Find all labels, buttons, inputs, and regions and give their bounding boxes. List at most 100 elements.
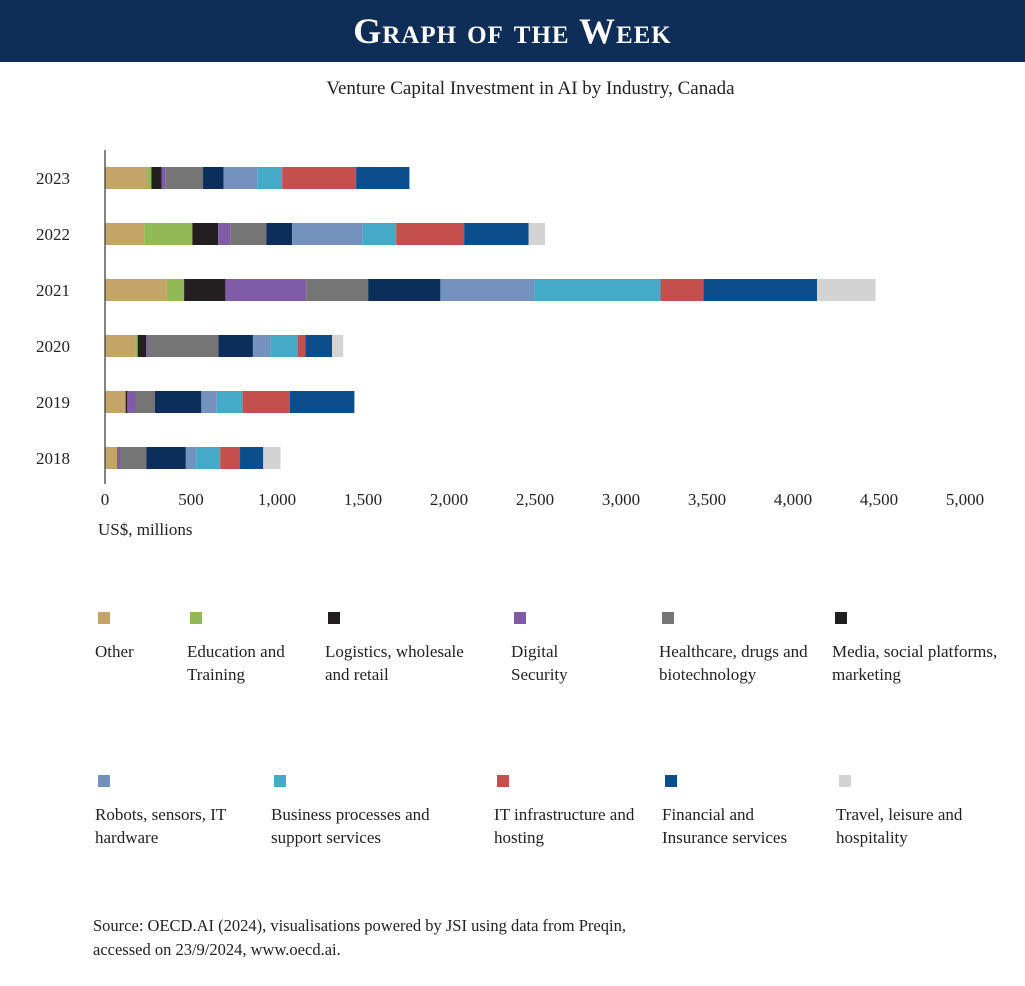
bar-segment <box>146 335 148 357</box>
x-tick-label: 2,500 <box>516 490 554 509</box>
bar-segment <box>135 335 138 357</box>
bar-segment <box>154 391 202 413</box>
bar-segment <box>297 335 306 357</box>
bar-segment <box>332 335 344 357</box>
legend-swatch <box>98 775 110 787</box>
bar-segment <box>464 223 529 245</box>
bar-segment <box>185 447 197 469</box>
legend-swatch <box>190 612 202 624</box>
bar-segment <box>660 279 704 301</box>
y-tick-label: 2021 <box>36 281 70 300</box>
x-tick-label: 1,500 <box>344 490 382 509</box>
bar-segment <box>440 279 535 301</box>
legend-swatch <box>328 612 340 624</box>
bar-segment <box>192 223 219 245</box>
y-tick-label: 2020 <box>36 337 70 356</box>
bar-segment <box>146 447 186 469</box>
bar-segment <box>105 223 145 245</box>
bar-segment <box>703 279 818 301</box>
legend-label: Business processes and support services <box>271 805 430 847</box>
legend-label: Digital Security <box>511 642 568 684</box>
source-line-1: Source: OECD.AI (2024), visualisations p… <box>93 916 626 935</box>
x-tick-label: 4,500 <box>860 490 898 509</box>
y-tick-label: 2023 <box>36 169 70 188</box>
y-tick-label: 2018 <box>36 449 70 468</box>
x-tick-label: 1,000 <box>258 490 296 509</box>
bar-segment <box>220 447 241 469</box>
banner-title: Graph of the Week <box>353 11 672 51</box>
bar-segment <box>242 391 290 413</box>
banner: Graph of the Week <box>0 0 1025 62</box>
bar-segment <box>117 447 121 469</box>
bar-chart: 2023 2022 2021 2020 2019 2018 0 500 1,000 1,500 2,… <box>36 150 984 509</box>
legend-swatch <box>497 775 509 787</box>
bar-segment <box>240 447 264 469</box>
bar-segment <box>252 335 271 357</box>
bar-segment <box>151 167 162 189</box>
bar-segment <box>184 279 226 301</box>
bar-segment <box>135 391 155 413</box>
bar-segment <box>263 447 281 469</box>
source-note: Source: OECD.AI (2024), visualisations p… <box>93 914 793 962</box>
bar-segment <box>305 335 333 357</box>
legend-label: Logistics, wholesale and retail <box>325 642 464 684</box>
x-axis-label: US$, millions <box>98 520 193 539</box>
x-tick-label: 2,000 <box>430 490 468 509</box>
bar-segment <box>396 223 465 245</box>
x-tick-label: 0 <box>101 490 110 509</box>
bar-segment <box>356 167 410 189</box>
bar-segment <box>125 391 128 413</box>
bar-segment <box>257 167 283 189</box>
bar-segment <box>165 167 204 189</box>
legend-swatch <box>98 612 110 624</box>
bar-segment <box>225 279 307 301</box>
chart-title: Venture Capital Investment in AI by Indu… <box>326 78 735 99</box>
x-tick-label: 5,000 <box>946 490 984 509</box>
source-line-2: accessed on 23/9/2024, www.oecd.ai. <box>93 940 341 959</box>
legend-label: Travel, leisure and hospitality <box>836 805 963 847</box>
legend-swatch <box>274 775 286 787</box>
bar-segment <box>266 223 293 245</box>
legend-swatch <box>662 612 674 624</box>
bar-segment <box>270 335 298 357</box>
legend-swatch <box>514 612 526 624</box>
bar-segment <box>148 167 152 189</box>
legend-label: Robots, sensors, IT hardware <box>95 805 226 847</box>
bar-segment <box>120 447 147 469</box>
legend-swatch <box>839 775 851 787</box>
bar-segment <box>137 335 147 357</box>
y-tick-label: 2022 <box>36 225 70 244</box>
bar-segment <box>282 167 357 189</box>
bar-segment <box>216 391 243 413</box>
bar-segment <box>105 279 167 301</box>
legend-label: Healthcare, drugs and biotechnology <box>659 642 808 684</box>
legend-swatch <box>665 775 677 787</box>
x-tick-label: 500 <box>178 490 204 509</box>
bar-segment <box>144 223 193 245</box>
bar-segment <box>203 167 224 189</box>
legend-label: IT infrastructure and hosting <box>494 805 635 847</box>
bar-segment <box>105 447 118 469</box>
bar-segment <box>148 335 219 357</box>
bar-segment <box>201 391 217 413</box>
bar-segment <box>105 335 136 357</box>
bar-segment <box>196 447 221 469</box>
legend-label: Other <box>95 642 134 661</box>
bar-segment <box>218 223 231 245</box>
legend-label: Education and Training <box>187 642 285 684</box>
bar-segment <box>306 279 369 301</box>
x-tick-label: 4,000 <box>774 490 812 509</box>
bar-segment <box>362 223 397 245</box>
legend-label: Financial and Insurance services <box>662 805 788 847</box>
x-tick-label: 3,000 <box>602 490 640 509</box>
bar-segment <box>368 279 441 301</box>
bar-segment <box>292 223 363 245</box>
bar-segment <box>289 391 355 413</box>
bar-segment <box>817 279 876 301</box>
bar-segment <box>218 335 253 357</box>
bar-segment <box>166 279 185 301</box>
bar-segment <box>105 391 126 413</box>
bar-segment <box>223 167 258 189</box>
legend-swatch <box>835 612 847 624</box>
bar-segment <box>105 167 148 189</box>
